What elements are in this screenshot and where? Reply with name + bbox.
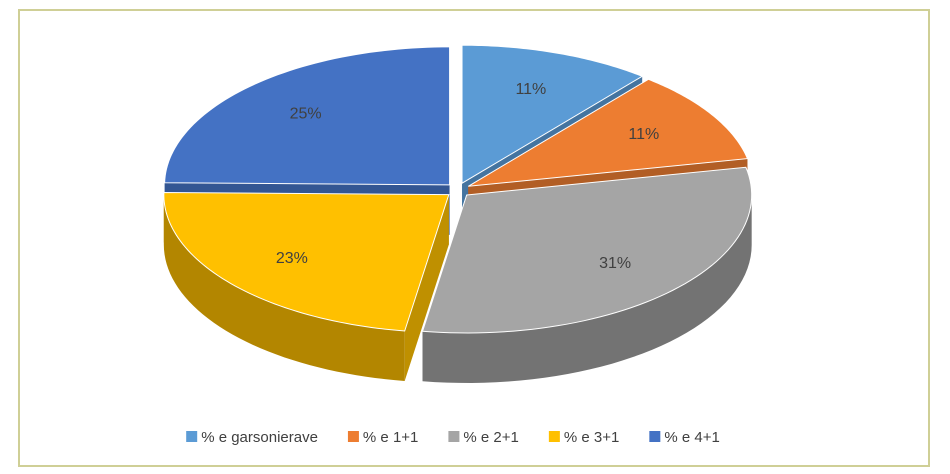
slice-wall [422,194,752,383]
data-label: 11% [515,81,546,98]
slice [421,166,753,334]
slice [461,44,644,185]
data-label: 23% [276,250,308,267]
slice-wall [163,194,405,381]
legend-label: % e 3+1 [564,429,619,446]
slice [163,191,450,332]
legend: % e garsonierave % e 1+1 % e 2+1 % e 3+1 % e… [186,429,720,446]
legend-label: % e 2+1 [463,429,518,446]
legend-swatch [347,431,359,442]
legend-label: % e garsonierave [201,429,318,446]
legend-label: % e 1+1 [363,429,418,446]
data-label: 11% [628,126,659,143]
slice [468,78,749,187]
legend-swatch [649,431,661,442]
data-label: 31% [599,255,631,272]
legend-swatch [548,431,560,442]
legend-label: % e 4+1 [664,429,719,446]
legend-swatch [448,431,460,442]
legend-swatch [186,431,198,442]
slice [164,46,451,186]
data-label: 25% [290,105,322,122]
